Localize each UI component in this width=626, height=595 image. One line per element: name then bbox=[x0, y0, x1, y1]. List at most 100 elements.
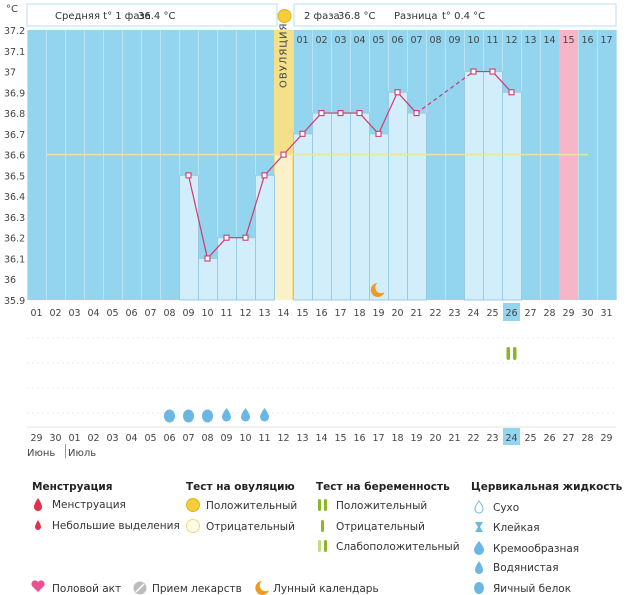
post-ovulation-day-label: 14 bbox=[543, 35, 555, 46]
temperature-segment bbox=[207, 237, 227, 259]
empty-circle-icon bbox=[186, 519, 200, 533]
calendar-date-label: 19 bbox=[410, 433, 422, 444]
two-lines-icon bbox=[318, 499, 327, 511]
cycle-day-label: 20 bbox=[391, 308, 403, 319]
ovulation-band-lower bbox=[275, 154, 292, 300]
pink-day-band bbox=[559, 30, 578, 300]
temperature-segment bbox=[264, 154, 284, 176]
y-tick-label: 36.9 bbox=[4, 88, 25, 99]
cycle-day-label: 05 bbox=[106, 308, 118, 319]
cycle-day-label: 14 bbox=[277, 308, 289, 319]
y-tick-label: 36.3 bbox=[4, 213, 25, 224]
calendar-date-label: 26 bbox=[543, 433, 555, 444]
moon-icon bbox=[370, 283, 385, 297]
cycle-day-label: 25 bbox=[486, 308, 498, 319]
temperature-bar bbox=[312, 112, 332, 301]
post-ovulation-day-label: 12 bbox=[505, 35, 517, 46]
legend-fluid-title: Цервикальная жидкость bbox=[471, 481, 623, 493]
legend-medication: Прием лекарств bbox=[152, 583, 242, 595]
legend-preg-positive: Положительный bbox=[336, 500, 427, 512]
cycle-day-label: 03 bbox=[68, 308, 80, 319]
cycle-day-label: 18 bbox=[353, 308, 365, 319]
calendar-date-label: 03 bbox=[106, 433, 118, 444]
legend-fluid-eggwhite: Яичный белок bbox=[493, 583, 571, 595]
calendar-date-label: 13 bbox=[296, 433, 308, 444]
y-tick-label: 37.2 bbox=[4, 26, 25, 37]
legend-ov-negative: Отрицательный bbox=[206, 521, 295, 533]
legend-preg-faint: Слабоположительный bbox=[336, 541, 460, 553]
temperature-bar bbox=[350, 112, 370, 301]
calendar-date-label: 12 bbox=[277, 433, 289, 444]
cycle-day-label: 22 bbox=[429, 308, 441, 319]
y-tick-label: 36 bbox=[4, 275, 16, 286]
post-ovulation-day-label: 01 bbox=[296, 35, 308, 46]
watery-drop-icon bbox=[260, 408, 269, 422]
temperature-bar bbox=[502, 91, 522, 301]
cycle-day-label: 27 bbox=[524, 308, 536, 319]
temperature-bar bbox=[217, 237, 237, 301]
cycle-day-label: 02 bbox=[49, 308, 61, 319]
cycle-day-label: 07 bbox=[144, 308, 156, 319]
calendar-date-label: 21 bbox=[448, 433, 460, 444]
phase1-box bbox=[26, 3, 278, 27]
calendar-date-label: 15 bbox=[334, 433, 346, 444]
calendar-dates-row: 29 30 01 02 03 04 05 06 07 08 09 10 11 12 13 14 15 16 17 18… bbox=[27, 426, 616, 445]
post-ovulation-day-label: 13 bbox=[524, 35, 536, 46]
post-ovulation-day-label: 03 bbox=[334, 35, 346, 46]
small-drop-icon bbox=[35, 520, 41, 530]
large-drop-icon bbox=[34, 498, 42, 511]
calendar-date-label: 01 bbox=[68, 433, 80, 444]
cycle-day-label: 21 bbox=[410, 308, 422, 319]
creamy-drop-icon bbox=[474, 541, 484, 555]
egg-white-drop-icon bbox=[183, 409, 194, 423]
cycle-day-label: 12 bbox=[239, 308, 251, 319]
cycle-day-label: 23 bbox=[448, 308, 460, 319]
post-ovulation-day-row: 01 02 03 04 05 06 07 08 09 10 11 12 13 14 15 16 17 bbox=[296, 35, 612, 46]
egg-white-drop-icon bbox=[202, 409, 213, 423]
calendar-date-label: 20 bbox=[429, 433, 441, 444]
phase1-label: Средняя t° 1 фаза bbox=[55, 11, 151, 22]
pregnancy-test-line bbox=[506, 347, 510, 360]
egg-white-drop-icon bbox=[164, 409, 175, 423]
temperature-segment bbox=[187, 175, 209, 259]
calendar-date-label: 28 bbox=[581, 433, 593, 444]
y-tick-label: 36.2 bbox=[4, 234, 25, 245]
cycle-day-label: 29 bbox=[562, 308, 574, 319]
dry-drop-icon bbox=[474, 500, 484, 514]
temperature-point bbox=[280, 151, 287, 158]
temperature-point bbox=[356, 110, 363, 117]
temperature-point bbox=[223, 234, 230, 241]
y-axis: 37.2 37.1 37 36.9 36.8 36.7 36.6 36.5 36.4 36.3 36… bbox=[4, 26, 25, 307]
pill-icon bbox=[133, 581, 147, 595]
temperature-bar bbox=[293, 133, 313, 301]
calendar-date-label: 23 bbox=[486, 433, 498, 444]
month-july: Июль bbox=[68, 448, 96, 459]
temperature-bar bbox=[388, 91, 408, 301]
temperature-segment bbox=[377, 92, 399, 135]
y-tick-label: 36.1 bbox=[4, 254, 25, 265]
post-ovulation-day-label: 11 bbox=[486, 35, 498, 46]
one-line-icon bbox=[321, 520, 324, 532]
temperature-segment bbox=[359, 112, 379, 135]
y-tick-label: 35.9 bbox=[4, 296, 25, 307]
diff-value: t° 0.4 °C bbox=[442, 11, 485, 22]
legend-intercourse: Половой акт bbox=[52, 583, 121, 595]
y-tick-label: 36.5 bbox=[4, 171, 25, 182]
cycle-day-label: 30 bbox=[581, 308, 593, 319]
temperature-bar bbox=[464, 71, 484, 301]
calendar-date-label: 11 bbox=[258, 433, 270, 444]
cycle-day-label: 13 bbox=[258, 308, 270, 319]
temperature-point bbox=[394, 89, 401, 96]
temperature-point bbox=[375, 130, 382, 137]
calendar-date-label: 29 bbox=[30, 433, 42, 444]
filled-circle-icon bbox=[186, 498, 200, 512]
temperature-bar bbox=[331, 112, 351, 301]
legend-ov-positive: Положительный bbox=[206, 500, 297, 512]
calendar-date-label: 06 bbox=[163, 433, 175, 444]
post-ovulation-day-label: 15 bbox=[562, 35, 574, 46]
calendar-date-label: 25 bbox=[524, 433, 536, 444]
temperature-segment bbox=[397, 91, 417, 114]
watery-drop-icon bbox=[475, 561, 483, 574]
legend-lunar: Лунный календарь bbox=[273, 583, 379, 595]
